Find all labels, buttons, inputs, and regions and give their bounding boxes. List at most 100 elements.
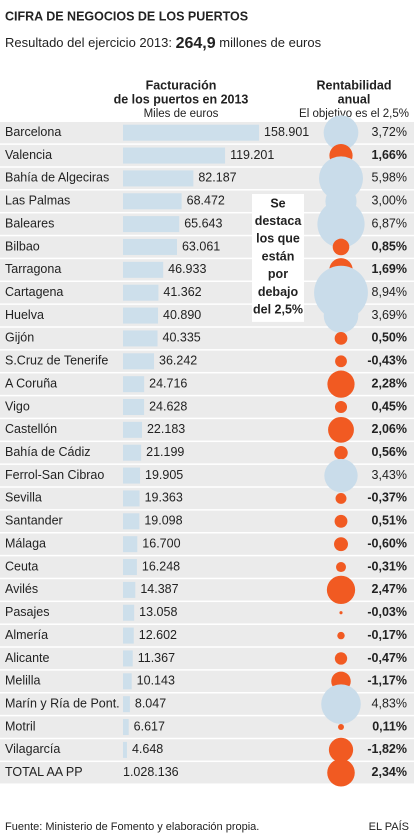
bar: [123, 147, 226, 164]
rent-label: -0,31%: [367, 559, 407, 573]
row-background: [0, 396, 414, 418]
value-label: 6.617: [134, 719, 165, 733]
annotation: están: [262, 249, 295, 263]
row-background: [0, 190, 414, 212]
rent-label: 2,06%: [372, 422, 407, 436]
bubble: [327, 370, 355, 398]
row-background: [0, 167, 414, 190]
row-background: [0, 624, 414, 647]
bubble: [323, 298, 359, 333]
rent-label: -0,43%: [367, 354, 407, 368]
value-label: 1.028.136: [123, 765, 179, 779]
rent-label: 6,87%: [372, 216, 407, 230]
row-background: [0, 236, 414, 258]
rent-label: 2,28%: [372, 376, 407, 390]
row-background: [0, 282, 414, 304]
row-label: Huelva: [5, 308, 44, 322]
rent-label: 0,45%: [372, 399, 407, 413]
bar: [123, 170, 194, 187]
value-label: 19.363: [145, 491, 183, 505]
row-label: Santander: [5, 514, 63, 528]
row-background: [0, 373, 414, 395]
bar: [123, 399, 145, 415]
row-background: [0, 510, 414, 532]
bar: [123, 673, 132, 690]
row-background: [0, 647, 414, 670]
bubble: [327, 758, 355, 787]
bar: [123, 124, 260, 141]
bar: [123, 353, 155, 370]
annotation: debajo: [258, 285, 299, 299]
row-background: [0, 670, 414, 692]
value-label: 4.648: [132, 742, 163, 756]
bar: [123, 376, 145, 393]
bar: [123, 536, 138, 553]
rent-label: -1,17%: [367, 674, 407, 688]
value-label: 22.183: [147, 422, 185, 436]
rent-label: 8,94%: [372, 285, 407, 299]
bubble: [317, 200, 365, 248]
row-background: [0, 259, 414, 281]
bubble: [335, 562, 347, 573]
row-label: A Coruña: [5, 376, 57, 390]
value-label: 16.700: [142, 536, 180, 550]
bubble: [337, 631, 345, 640]
bar: [123, 719, 129, 736]
bar: [123, 604, 135, 621]
bar: [123, 444, 142, 461]
row-label: Baleares: [5, 216, 54, 230]
row-label: Bahía de Algeciras: [5, 171, 109, 185]
rent-label: 2,47%: [372, 582, 407, 596]
rent-label: 3,69%: [372, 308, 407, 322]
value-label: 65.643: [184, 216, 222, 230]
row-label: Avilés: [5, 582, 38, 596]
revenue-unit: Miles de euros: [144, 108, 219, 120]
bubble: [334, 445, 348, 460]
row-background: [0, 213, 414, 235]
bar: [123, 330, 158, 347]
row-label: TOTAL AA PP: [5, 765, 83, 779]
row-background: [0, 739, 414, 761]
bubble: [334, 332, 348, 345]
bar: [123, 581, 136, 598]
bubble: [335, 492, 347, 504]
rent-label: 1,66%: [372, 148, 407, 162]
row-label: Melilla: [5, 674, 40, 688]
subtitle: Resultado del ejercicio 2013: 264,9 mill…: [5, 35, 322, 52]
subtitle-total: 264,9: [176, 35, 216, 52]
bubble: [324, 458, 358, 493]
bar: [123, 307, 159, 324]
bar: [123, 650, 133, 667]
row-label: Bahía de Cádiz: [5, 445, 90, 459]
rent-label: 0,50%: [372, 331, 407, 345]
bubble: [326, 575, 356, 605]
subtitle-suffix: millones de euros: [219, 35, 321, 50]
bar: [123, 490, 140, 507]
chart-title: CIFRA DE NEGOCIOS DE LOS PUERTOS: [5, 9, 248, 23]
rent-label: -0,37%: [367, 491, 407, 505]
row-label: Valencia: [5, 148, 52, 162]
bubble: [321, 684, 361, 724]
rent-label: 4,83%: [372, 696, 407, 710]
row-label: Málaga: [5, 536, 46, 550]
row-label: Las Palmas: [5, 194, 70, 208]
rent-label: 2,34%: [372, 765, 407, 779]
rent-target-value: 2,5%: [383, 108, 409, 120]
rent-label: 5,98%: [372, 171, 407, 185]
revenue-header: Facturación: [146, 78, 217, 92]
value-label: 19.905: [145, 468, 183, 482]
row-background: [0, 693, 414, 715]
bar: [123, 261, 164, 278]
row-label: Vilagarcía: [5, 742, 60, 756]
rent-label: 3,72%: [372, 125, 407, 139]
bubble: [323, 115, 359, 151]
bar: [123, 513, 140, 530]
row-label: Cartagena: [5, 285, 63, 299]
bar: [123, 627, 134, 644]
rent-label: -1,82%: [367, 742, 407, 756]
value-label: 24.628: [149, 399, 187, 413]
rent-header: anual: [338, 92, 371, 106]
row-background: [0, 533, 414, 555]
source: Fuente: Ministerio de Fomento y elaborac…: [5, 821, 259, 833]
